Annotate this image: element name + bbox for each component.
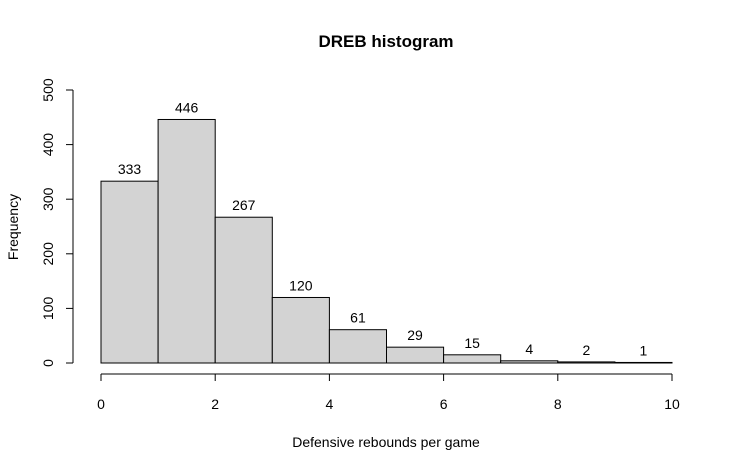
histogram-bar — [100, 180, 159, 364]
x-tick-label: 8 — [554, 396, 562, 412]
bar-count-label: 333 — [118, 161, 142, 177]
y-axis: 0 100 200 300 400 500 — [40, 78, 74, 367]
histogram-bar — [214, 216, 273, 364]
y-tick-label: 200 — [40, 242, 56, 266]
histogram-bar — [386, 346, 445, 364]
y-tick-label: 300 — [40, 187, 56, 211]
histogram-bar — [500, 360, 559, 364]
bar-count-label: 267 — [232, 197, 256, 213]
bar-count-label: 4 — [525, 341, 533, 357]
bar-count-label: 1 — [640, 342, 648, 358]
histogram-bar — [614, 361, 673, 364]
histogram-bar — [328, 329, 387, 364]
y-tick-label: 0 — [40, 359, 56, 367]
y-tick-label: 100 — [40, 297, 56, 321]
histogram-bar — [443, 354, 502, 364]
bar-count-label: 446 — [175, 99, 199, 115]
histogram-bar — [157, 118, 216, 364]
bar-count-label: 61 — [350, 310, 366, 326]
bar-count-label: 2 — [582, 342, 590, 358]
bars-layer — [100, 118, 673, 364]
x-tick-label: 2 — [211, 396, 219, 412]
bar-count-label: 15 — [464, 335, 480, 351]
x-tick-label: 6 — [440, 396, 448, 412]
chart-title: DREB histogram — [318, 32, 453, 51]
x-axis-title: Defensive rebounds per game — [292, 434, 480, 450]
bar-count-label: 29 — [407, 327, 423, 343]
x-axis: 0 2 4 6 8 10 — [97, 373, 680, 412]
x-tick-label: 0 — [97, 396, 105, 412]
x-tick-label: 4 — [326, 396, 334, 412]
histogram-bar — [271, 296, 330, 364]
y-tick-label: 500 — [40, 78, 56, 102]
histogram-bar — [557, 361, 616, 364]
bar-count-label: 120 — [289, 277, 313, 293]
y-axis-title: Frequency — [5, 194, 21, 260]
x-tick-label: 10 — [664, 396, 680, 412]
y-tick-label: 400 — [40, 133, 56, 157]
bar-labels-layer: 333 446 267 120 61 29 15 4 2 1 — [118, 99, 648, 358]
